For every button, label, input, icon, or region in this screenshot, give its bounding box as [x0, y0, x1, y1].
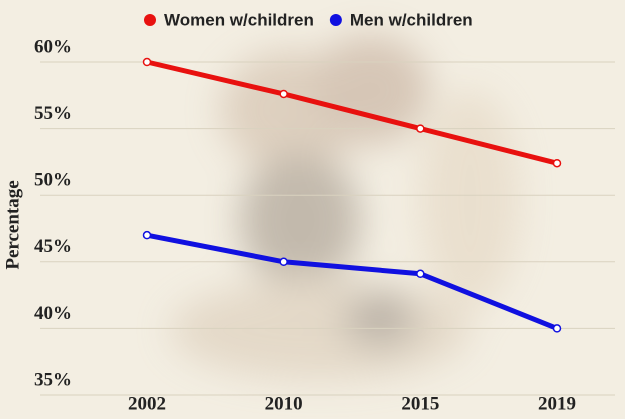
x-tick-label: 2019	[538, 393, 576, 414]
y-tick-label: 45%	[34, 236, 72, 257]
series-line	[144, 232, 560, 331]
data-point	[279, 257, 288, 267]
x-tick-label: 2002	[128, 393, 166, 414]
series-line	[144, 59, 560, 166]
legend-label: Men w/children	[350, 10, 473, 29]
y-tick-label: 55%	[34, 103, 72, 124]
legend-label: Women w/children	[164, 10, 314, 29]
data-point	[552, 324, 562, 333]
data-point	[142, 57, 152, 67]
y-tick-label: 40%	[34, 303, 72, 324]
data-point	[279, 89, 288, 99]
x-tick-label: 2015	[401, 393, 439, 414]
y-axis-label: Percentage	[2, 180, 23, 269]
data-point	[552, 158, 562, 168]
x-tick-label: 2010	[265, 393, 303, 414]
y-tick-label: 35%	[34, 369, 72, 390]
y-tick-label: 50%	[34, 170, 72, 191]
data-point	[142, 230, 152, 240]
legend-marker	[329, 14, 342, 26]
data-point	[416, 124, 425, 133]
y-tick-label: 60%	[34, 36, 72, 57]
legend-marker	[144, 14, 156, 26]
data-point	[416, 269, 425, 279]
